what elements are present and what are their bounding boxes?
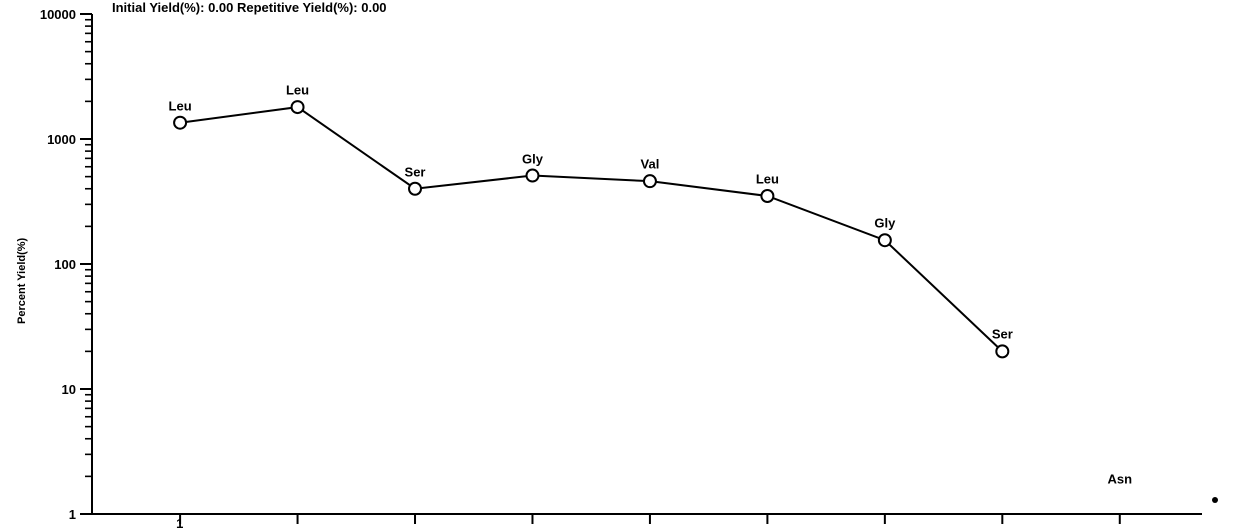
x-tick-label: 1 <box>176 516 183 530</box>
chart-title: Initial Yield(%): 0.00 Repetitive Yield(… <box>112 0 387 15</box>
data-point-label: Asn <box>1107 472 1132 487</box>
yield-chart: Initial Yield(%): 0.00 Repetitive Yield(… <box>0 0 1239 530</box>
y-tick-label: 1 <box>69 507 76 522</box>
data-point-label: Leu <box>169 98 192 113</box>
y-tick-label: 1000 <box>47 132 76 147</box>
y-tick-label: 100 <box>54 257 76 272</box>
data-point-label: Gly <box>522 151 543 166</box>
data-point-label: Leu <box>286 83 309 98</box>
data-point-label: Val <box>641 157 660 172</box>
data-point-label: Gly <box>874 216 895 231</box>
y-tick-label: 10 <box>62 382 76 397</box>
y-axis-label: Percent Yield(%) <box>16 238 28 324</box>
chart-svg <box>0 0 1239 530</box>
data-point-label: Ser <box>992 327 1013 342</box>
y-tick-label: 10000 <box>40 7 76 22</box>
data-point-label: Ser <box>405 164 426 179</box>
data-point-label: Leu <box>756 171 779 186</box>
